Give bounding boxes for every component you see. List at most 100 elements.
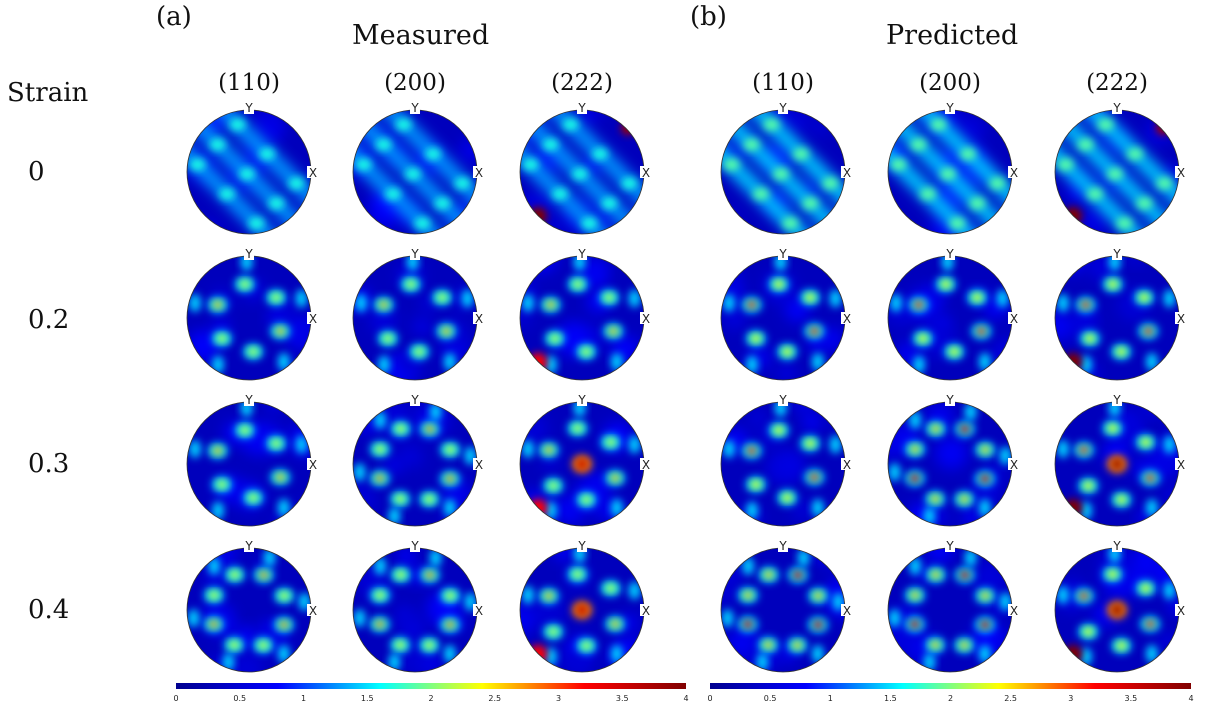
intensity-spot [279,591,290,600]
background-mottle [1163,486,1179,505]
intensity-spot [1107,280,1118,289]
x-axis-label-box [1008,166,1019,178]
x-axis-label: X [309,312,317,326]
intensity-spot [610,644,623,663]
intensity-spot [405,168,421,180]
x-axis-label-box [841,166,852,178]
colorbar-gradient [710,683,1191,689]
y-axis-label: Y [410,101,419,115]
intensity-spot [809,327,820,336]
pole-figure [520,110,644,234]
y-axis-label-box [410,248,420,260]
y-axis-label: Y [577,539,586,553]
intensity-spot [1163,581,1176,600]
x-axis-label-box [640,458,651,470]
background-mottle [530,593,567,630]
intensity-spot [437,293,448,302]
y-axis-label-box [778,248,788,260]
intensity-spot [959,570,970,579]
intensity-spot [581,347,592,356]
background-mottle [968,478,999,509]
intensity-spot [782,347,793,356]
intensity-spot [1057,293,1070,312]
intensity-spot [374,411,387,430]
intensity-spot [792,641,803,650]
intensity-spot [424,495,435,504]
intensity-spot [522,158,539,171]
intensity-spot [581,217,598,230]
texture-band [197,110,311,234]
intensity-spot [608,327,619,336]
intensity-spot [940,168,956,180]
background-mottle [553,495,585,526]
pole-figure [353,548,477,672]
pole-figure [353,256,477,380]
background-mottle [412,317,432,336]
intensity-spot [960,148,976,160]
background-mottle [792,500,813,521]
intensity-spot [742,557,755,576]
x-axis-label-box [640,604,651,616]
y-axis-label-box [1112,248,1122,260]
x-axis-label-box [307,312,318,324]
plane-label-measured-200: (200) [384,70,446,96]
pole-figure-background [1055,256,1179,380]
intensity-spot [980,474,991,483]
intensity-spot [909,411,922,430]
intensity-spot [562,118,579,131]
intensity-spot [610,474,621,483]
pole-figure [520,548,644,672]
intensity-spot [978,644,991,663]
intensity-spot [723,158,740,171]
y-axis-label: Y [577,247,586,261]
intensity-spot [374,557,387,576]
plane-label-predicted-200: (200) [919,70,981,96]
intensity-spot [909,620,920,629]
intensity-spot [890,293,903,312]
intensity-spot [572,168,588,180]
pole-figure [1055,256,1179,380]
background-mottle [786,110,811,133]
intensity-spot [277,644,290,663]
intensity-spot [910,138,927,151]
background-mottle [195,219,221,234]
intensity-spot [805,439,816,448]
y-axis-label-box [577,102,587,114]
intensity-spot [441,327,452,336]
pole-figure [1055,402,1179,526]
intensity-spot [1112,605,1122,615]
intensity-spot [374,445,385,454]
intensity-spot [829,435,842,454]
background-mottle [721,575,738,606]
colorbar-tick-label: 1.5 [361,694,374,703]
x-axis-label-box [841,604,852,616]
intensity-spot [395,424,406,433]
intensity-spot [923,507,936,526]
intensity-spot [604,293,615,302]
intensity-spot [212,501,225,520]
intensity-spot [429,402,442,421]
background-mottle [265,402,284,414]
x-axis-label: X [642,166,650,180]
y-axis-label: Y [244,101,253,115]
intensity-spot [610,620,621,629]
x-axis-label-box [1175,312,1186,324]
intensity-spot [239,426,250,435]
plane-label-measured-222: (222) [551,70,613,96]
intensity-spot [811,352,824,371]
colorbar-tick-label: 0.5 [764,694,777,703]
x-axis-label: X [843,458,851,472]
background-mottle [818,548,835,561]
background-mottle [296,502,311,524]
intensity-spot [802,197,819,210]
intensity-spot [890,158,907,171]
intensity-spot [1057,585,1070,604]
colorbar-tick-label: 1 [828,694,833,703]
intensity-spot [930,495,941,504]
y-axis-label-box [1112,540,1122,552]
intensity-spot [909,557,922,576]
y-axis-label: Y [778,393,787,407]
intensity-spot [414,347,425,356]
intensity-spot [374,474,385,483]
background-mottle [552,548,574,561]
